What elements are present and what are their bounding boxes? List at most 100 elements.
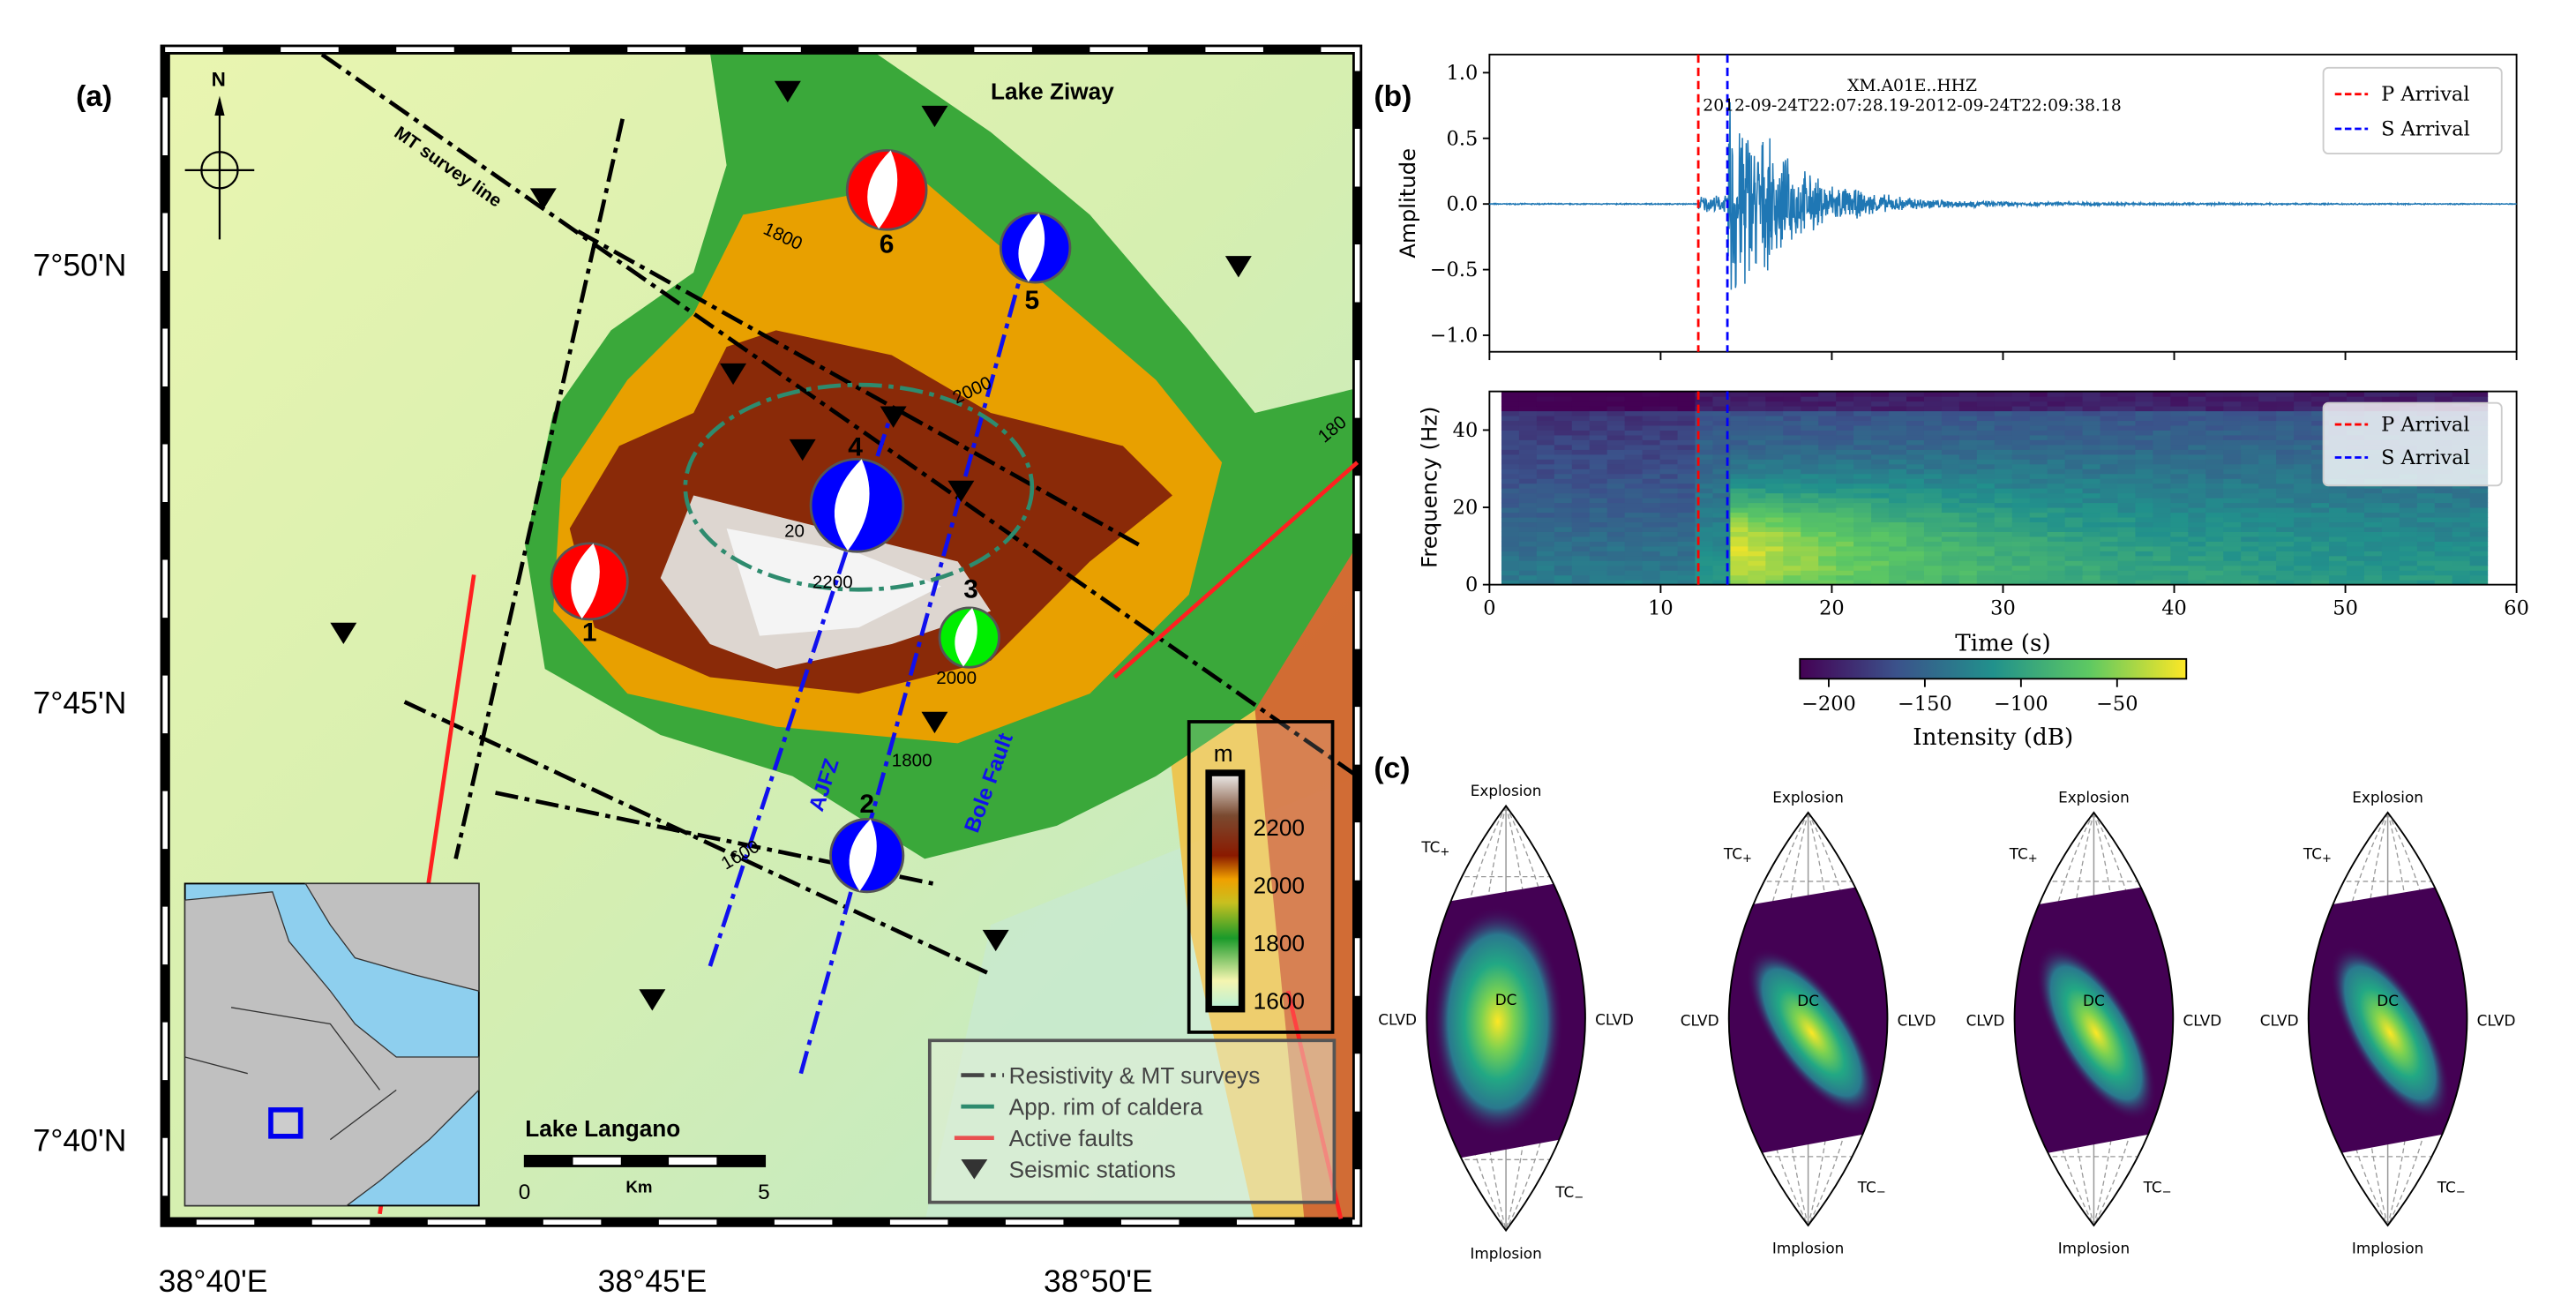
spectrogram-cell (1853, 526, 1872, 532)
spectrogram-cell (1677, 498, 1696, 504)
spectrogram-cell (1536, 410, 1555, 416)
spectrogram-cell (2153, 473, 2171, 479)
lune-label: TC+ (1420, 838, 1449, 859)
spectrogram-cell (2082, 555, 2101, 561)
spectrogram-cell (2311, 541, 2330, 547)
y-tick-label: 20 (1453, 497, 1479, 520)
spectrogram-cell (1818, 424, 1837, 431)
spectrogram-cell (1958, 536, 1978, 542)
spectrogram-cell (1923, 439, 1943, 446)
spectrogram-cell (2047, 430, 2066, 436)
spectrogram-cell (1836, 434, 1854, 440)
spectrogram-cell (1748, 502, 1766, 508)
spectrogram-cell (1765, 507, 1784, 514)
spectrogram-cell (2434, 545, 2453, 551)
spectrogram-cell (2064, 555, 2084, 561)
spectrogram-cell (2047, 454, 2066, 460)
lon-tick: 38°45'E (598, 1263, 708, 1299)
spectrogram-cell (1836, 580, 1854, 586)
spectrogram-cell (2170, 420, 2189, 426)
spectrogram-cell (2029, 498, 2048, 504)
spectrogram-cell (1906, 406, 1925, 412)
spectrogram-cell (1712, 410, 1731, 416)
spectrogram-cell (2135, 406, 2153, 412)
spectrogram-cell (1976, 463, 1996, 469)
spectrogram-cell (2170, 580, 2189, 586)
spectrogram-cell (2399, 516, 2418, 523)
spectrogram-cell (2135, 541, 2153, 547)
spectrogram-cell (2399, 492, 2418, 499)
spectrogram-cell (2082, 551, 2101, 557)
spectrogram-cell (1695, 521, 1714, 528)
spectrogram-cell (2188, 574, 2206, 581)
spectrogram-cell (1571, 478, 1591, 484)
spectrogram-cell (2117, 488, 2137, 494)
spectrogram-cell (2117, 580, 2137, 586)
spectrogram-cell (2258, 416, 2277, 422)
spectrogram-cell (1923, 545, 1943, 551)
spectrogram-cell (1624, 396, 1644, 402)
spectrogram-cell (1765, 498, 1784, 504)
spectrogram-cell (1976, 469, 1996, 475)
spectrogram-cell (2241, 439, 2259, 446)
spectrogram-cell (1571, 434, 1591, 440)
spectrogram-cell (1976, 541, 1996, 547)
spectrogram-cell (1765, 570, 1784, 576)
spectrogram-cell (2011, 580, 2031, 586)
spectrogram-cell (1889, 488, 1907, 494)
spectrogram-cell (2153, 551, 2171, 557)
spectrogram-cell (2047, 498, 2066, 504)
elevation-unit: m (1214, 740, 1233, 767)
spectrogram-cell (2082, 410, 2101, 416)
spectrogram-cell (2135, 396, 2153, 402)
spectrogram-cell (1695, 449, 1714, 455)
spectrogram-cell (2011, 463, 2031, 469)
spectrogram-cell (2452, 526, 2471, 532)
spectrogram-cell (2100, 459, 2119, 465)
spectrogram-cell (1748, 580, 1766, 586)
spectrogram-cell (1536, 555, 1555, 561)
spectrogram-cell (1730, 469, 1749, 475)
spectrogram-cell (2381, 574, 2400, 581)
spectrogram-cell (2223, 492, 2242, 499)
spectrogram-cell (2241, 449, 2259, 455)
spectrogram-cell (1730, 439, 1749, 446)
spectrogram-cell (1571, 391, 1591, 397)
spectrogram-cell (1571, 526, 1591, 532)
spectrogram-cell (2011, 420, 2031, 426)
spectrogram-cell (1871, 463, 1890, 469)
spectrogram-cell (1606, 541, 1626, 547)
spectrogram-cell (2100, 521, 2119, 528)
spectrogram-cell (2399, 551, 2418, 557)
spectrogram-cell (2064, 469, 2084, 475)
spectrogram-cell (1712, 473, 1731, 479)
seismic-station-icon (774, 80, 801, 103)
spectrogram-cell (1958, 459, 1978, 465)
spectrogram-cell (2363, 570, 2383, 576)
spectrogram-cell (1765, 424, 1784, 431)
spectrogram-cell (1783, 512, 1801, 518)
lat-tick: 7°50'N (33, 248, 126, 283)
event-number: 1 (582, 618, 597, 647)
spectrogram-cell (2363, 580, 2383, 586)
lune-density-peak (1746, 948, 1877, 1117)
spectrogram-cell (1695, 478, 1714, 484)
spectrogram-cell (1871, 526, 1890, 532)
spectrogram-cell (2153, 560, 2171, 566)
spectrogram-cell (2047, 492, 2066, 499)
spectrogram-cell (1994, 545, 2013, 551)
spectrogram-cell (1765, 565, 1784, 571)
spectrogram-cell (2188, 541, 2206, 547)
spectrogram-cell (1730, 396, 1749, 402)
spectrogram-cell (1748, 570, 1766, 576)
spectrogram-cell (1730, 526, 1749, 532)
spectrogram-cell (2452, 555, 2471, 561)
spectrogram-cell (1554, 483, 1573, 489)
spectrogram-cell (2328, 502, 2348, 508)
spectrogram-cell (1695, 516, 1714, 523)
spectrogram-cell (1536, 401, 1555, 407)
spectrogram-cell (1836, 401, 1854, 407)
spectrogram-cell (1941, 463, 1960, 469)
spectrogram-cell (1958, 512, 1978, 518)
spectrogram-cell (2223, 516, 2242, 523)
